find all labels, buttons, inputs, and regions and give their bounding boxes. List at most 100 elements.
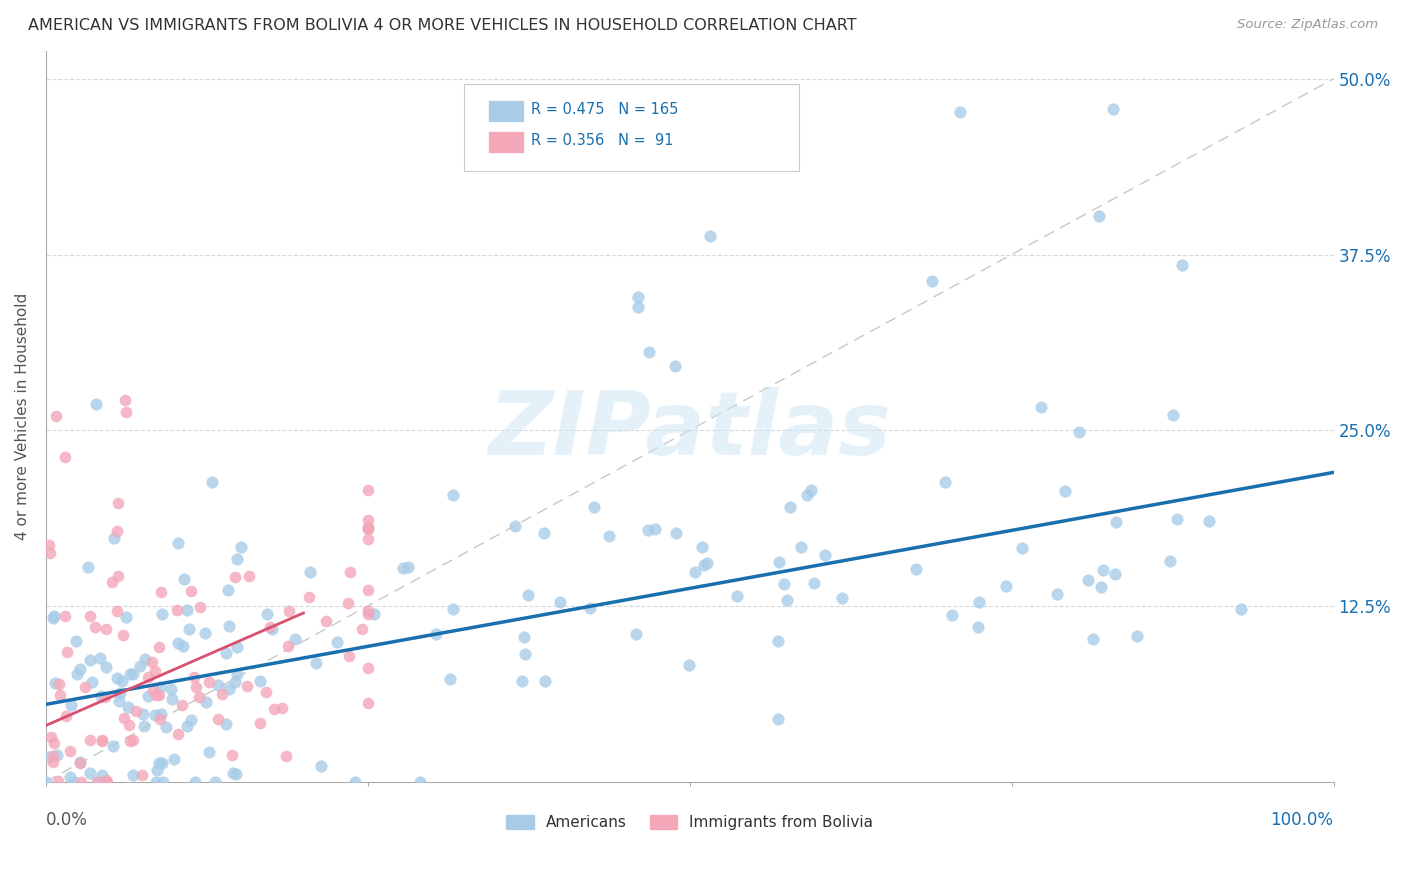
Point xyxy=(238,569,260,583)
Point xyxy=(176,719,198,733)
Point xyxy=(1011,541,1033,556)
Point xyxy=(94,622,117,636)
Point xyxy=(598,529,620,543)
Point xyxy=(82,675,104,690)
Point xyxy=(259,619,281,633)
Point xyxy=(149,712,172,726)
Point xyxy=(100,574,122,589)
Text: AMERICAN VS IMMIGRANTS FROM BOLIVIA 4 OR MORE VEHICLES IN HOUSEHOLD CORRELATION : AMERICAN VS IMMIGRANTS FROM BOLIVIA 4 OR… xyxy=(28,18,856,33)
Point xyxy=(59,743,82,757)
Point xyxy=(148,756,170,771)
Point xyxy=(79,766,101,780)
Point xyxy=(145,688,167,702)
Point xyxy=(143,708,166,723)
Point xyxy=(664,359,686,373)
Point xyxy=(42,610,65,624)
Point xyxy=(163,751,186,765)
Point xyxy=(790,540,813,554)
Point xyxy=(160,691,183,706)
Point xyxy=(145,764,167,778)
Point xyxy=(103,531,125,545)
Point xyxy=(235,679,257,693)
Point xyxy=(63,774,86,789)
Point xyxy=(152,756,174,770)
Point xyxy=(1054,484,1077,499)
FancyBboxPatch shape xyxy=(488,101,523,122)
Point xyxy=(277,640,299,654)
Point xyxy=(339,565,361,579)
Point xyxy=(207,678,229,692)
Point xyxy=(1091,563,1114,577)
Point xyxy=(90,734,112,748)
Point xyxy=(79,653,101,667)
Point xyxy=(49,688,72,702)
Point xyxy=(1102,103,1125,117)
Point xyxy=(222,766,245,780)
Point xyxy=(226,640,249,654)
Point xyxy=(198,745,221,759)
Point xyxy=(79,608,101,623)
Point xyxy=(59,770,82,784)
Point xyxy=(1166,512,1188,526)
Point xyxy=(107,569,129,583)
Point xyxy=(111,627,134,641)
Point xyxy=(357,696,380,710)
Point xyxy=(167,727,190,741)
Point xyxy=(624,627,647,641)
Point xyxy=(42,735,65,749)
Point xyxy=(141,656,163,670)
Point xyxy=(53,608,76,623)
Point xyxy=(125,704,148,718)
Point xyxy=(131,768,153,782)
Point xyxy=(357,532,380,546)
Point xyxy=(1029,400,1052,414)
Point xyxy=(299,565,322,579)
Point xyxy=(1163,408,1185,422)
Point xyxy=(357,607,380,621)
Text: R = 0.356   N =  91: R = 0.356 N = 91 xyxy=(531,133,673,148)
Point xyxy=(357,582,380,597)
Point xyxy=(1230,602,1253,616)
Point xyxy=(94,690,117,705)
Point xyxy=(39,546,62,560)
Point xyxy=(204,774,226,789)
Point xyxy=(121,666,143,681)
Point xyxy=(167,535,190,549)
Point xyxy=(114,393,136,408)
Point xyxy=(118,733,141,747)
Point xyxy=(105,604,128,618)
Point xyxy=(297,591,319,605)
Point xyxy=(967,619,990,633)
Point xyxy=(548,594,571,608)
Point xyxy=(725,589,748,603)
Point xyxy=(69,774,91,789)
Point xyxy=(149,706,172,721)
Text: R = 0.475   N = 165: R = 0.475 N = 165 xyxy=(531,102,679,117)
Point xyxy=(516,588,538,602)
Point xyxy=(86,774,108,789)
Point xyxy=(91,733,114,747)
Point xyxy=(803,576,825,591)
Point xyxy=(357,520,380,534)
Point xyxy=(131,706,153,721)
Point xyxy=(84,397,107,411)
Point xyxy=(173,573,195,587)
Point xyxy=(94,774,117,789)
Point xyxy=(75,681,97,695)
Point xyxy=(814,548,837,562)
Point xyxy=(1090,580,1112,594)
Point xyxy=(145,774,167,789)
Point xyxy=(249,715,271,730)
Point xyxy=(392,561,415,575)
Point xyxy=(118,667,141,681)
Point xyxy=(350,622,373,636)
Point xyxy=(184,680,207,694)
Point xyxy=(166,603,188,617)
Point xyxy=(921,274,943,288)
Point xyxy=(284,632,307,647)
Point xyxy=(343,774,366,789)
Point xyxy=(101,739,124,753)
Point xyxy=(1067,425,1090,439)
Point xyxy=(38,750,60,764)
Point xyxy=(685,565,707,579)
